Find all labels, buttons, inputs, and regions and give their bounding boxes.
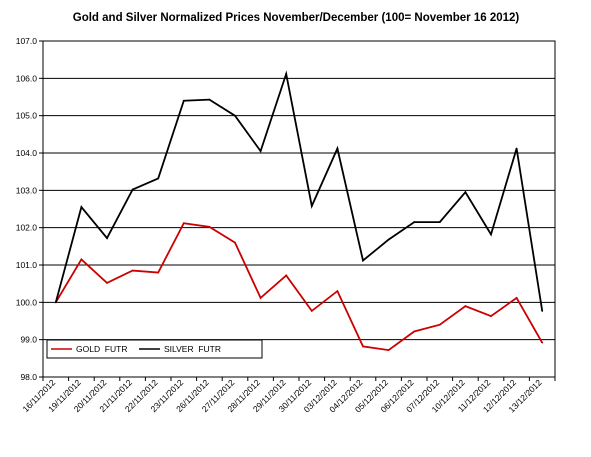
grid (43, 40, 555, 378)
data-point (490, 315, 492, 318)
legend: GOLD FUTR SILVER FUTR (46, 339, 263, 359)
data-point (285, 274, 288, 277)
data-point (490, 233, 492, 236)
x-axis-ticks: 16/11/201219/11/201220/11/201221/11/2012… (20, 377, 556, 414)
data-point (234, 114, 236, 117)
plot-area-border (42, 40, 556, 378)
data-point (131, 188, 134, 191)
series-line-silver (54, 70, 544, 312)
data-point (464, 191, 467, 194)
data-point (515, 296, 518, 299)
y-tick-label: 104.0 (16, 148, 38, 158)
series-silver (54, 70, 544, 312)
data-point (285, 72, 288, 75)
data-point (387, 349, 390, 352)
data-point (413, 221, 416, 223)
y-tick-label: 105.0 (16, 111, 38, 121)
y-tick-label: 100.0 (16, 297, 38, 307)
y-tick-label: 102.0 (16, 223, 38, 233)
data-point (157, 271, 160, 274)
y-tick-label: 99.0 (20, 335, 37, 345)
data-point (413, 330, 416, 333)
data-point (234, 241, 236, 244)
data-point (464, 305, 467, 307)
data-point (259, 150, 262, 153)
data-point (80, 206, 83, 209)
data-point (157, 177, 160, 180)
data-point (387, 238, 390, 241)
data-point (438, 323, 441, 326)
y-tick-label: 98.0 (20, 372, 37, 382)
data-point (106, 282, 108, 284)
data-point (541, 341, 544, 344)
y-axis-ticks: 98.0 99.0 100.0 101.0 102.0 103.0 104.0 105.0 10… (16, 36, 43, 382)
data-point (54, 301, 57, 304)
data-point (310, 205, 313, 207)
data-point (515, 147, 518, 150)
data-point (131, 269, 134, 272)
data-point (336, 290, 339, 293)
data-point (259, 296, 262, 299)
legend-silver-label: SILVER FUTR (164, 344, 221, 354)
y-tick-label: 106.0 (16, 73, 38, 83)
data-point (336, 147, 339, 150)
y-tick-label: 107.0 (16, 36, 38, 46)
legend-gold-label: GOLD FUTR (76, 344, 127, 354)
data-point (208, 226, 211, 228)
y-tick-label: 103.0 (16, 185, 38, 195)
data-point (208, 98, 211, 101)
data-point (438, 221, 441, 223)
chart-title: Gold and Silver Normalized Prices Novemb… (73, 12, 520, 24)
data-point (80, 258, 83, 261)
data-point (310, 310, 313, 312)
series-gold (54, 222, 544, 352)
data-point (106, 237, 108, 240)
data-point (541, 310, 544, 312)
series-lines (54, 70, 544, 352)
data-point (362, 259, 364, 262)
series-line-gold (55, 222, 543, 352)
data-point (362, 345, 364, 348)
y-tick-label: 101.0 (16, 260, 38, 270)
data-point (182, 99, 185, 102)
data-point (182, 222, 185, 225)
